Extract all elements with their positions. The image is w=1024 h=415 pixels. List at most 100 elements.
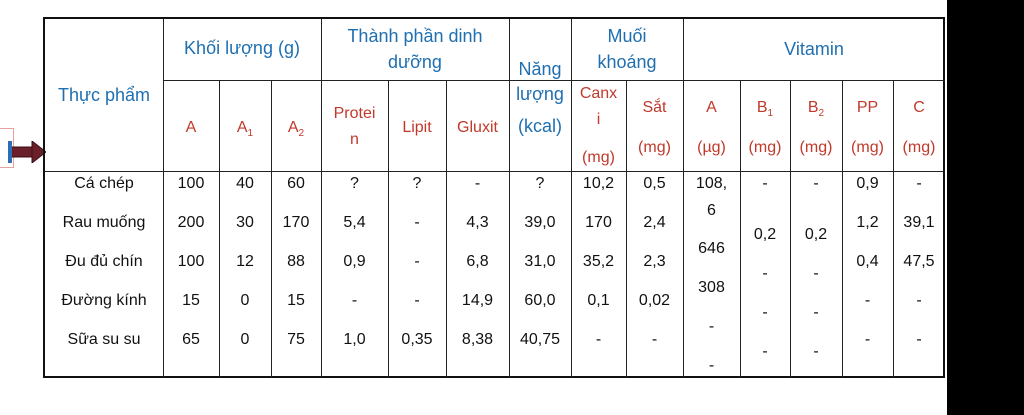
table-cell-c: 39,1 — [903, 214, 935, 231]
header-energy-l3: (kcal) — [518, 116, 562, 136]
table-cell-b2: - — [813, 343, 819, 360]
sub-iron-l1: Sắt — [642, 99, 667, 116]
table-cell-c: - — [916, 175, 922, 192]
sub-vit-b2: B2 — [807, 99, 825, 120]
table-cell-pp: 1,2 — [856, 214, 879, 231]
table-cell-b1: 0,2 — [753, 226, 777, 243]
sub-vit-c-unit: (mg) — [902, 139, 936, 156]
table-cell-iron: 0,02 — [638, 292, 671, 309]
vit-a-value: 646 — [698, 240, 725, 257]
header-vitamin: Vitamin — [784, 39, 844, 59]
table-cell-glucid: 6,8 — [466, 253, 489, 270]
table-cell-a1: 0 — [240, 292, 250, 309]
header-energy-l1: Năng — [518, 59, 562, 79]
table-cell-b1: - — [762, 265, 768, 282]
sub-vit-pp-unit: (mg) — [851, 139, 884, 156]
table-cell-c: - — [916, 292, 922, 309]
table-cell-energy: 31,0 — [524, 253, 556, 270]
table-cell-pp: - — [864, 292, 871, 309]
table-cell-protein: 0,9 — [343, 253, 366, 270]
header-mineral-l1: Muối — [607, 26, 647, 46]
header-line-bottom — [45, 171, 945, 172]
table-cell-calcium: - — [595, 331, 602, 348]
sub-vit-b1-unit: (mg) — [748, 139, 782, 156]
table-cell-lipid: - — [414, 292, 420, 309]
sub-calcium-l1: Canx — [579, 85, 618, 102]
table-cell-protein: 5,4 — [343, 214, 366, 231]
table-cell-a2: 88 — [287, 253, 305, 270]
sub-a1: A1 — [236, 119, 254, 140]
table-cell-glucid: 14,9 — [461, 292, 494, 309]
table-cell-lipid: - — [414, 253, 420, 270]
table-cell-a2: 15 — [287, 292, 305, 309]
nutrition-table: Thực phẩm Khối lượng (g) Thành phần dinh… — [43, 17, 945, 378]
table-cell-b1: - — [762, 304, 768, 321]
table-cell-a1: 40 — [236, 175, 254, 192]
table-cell-lipid: 0,35 — [401, 331, 433, 348]
sub-calcium-l2: i — [596, 111, 601, 128]
row-food-name: Cá chép — [74, 175, 134, 192]
header-energy-l2: lượng — [516, 84, 564, 104]
header-mineral-l2: khoáng — [597, 52, 657, 72]
black-margin — [947, 0, 1024, 415]
table-cell-c: 47,5 — [903, 253, 935, 270]
table-cell-calcium: 170 — [585, 214, 612, 231]
table-cell-pp: 0,9 — [856, 175, 879, 192]
row-food-name: Đu đủ chín — [65, 253, 143, 270]
document-sheet — [0, 0, 947, 415]
table-cell-calcium: 35,2 — [582, 253, 615, 270]
table-cell-energy: 60,0 — [524, 292, 556, 309]
sub-vit-a: A — [706, 99, 717, 116]
sub-vit-b2-unit: (mg) — [799, 139, 833, 156]
table-cell-glucid: 8,38 — [461, 331, 494, 348]
header-food: Thực phẩm — [57, 85, 151, 105]
sub-protein-l2: n — [350, 131, 359, 148]
table-cell-iron: 2,3 — [643, 253, 666, 270]
table-cell-calcium: 0,1 — [587, 292, 610, 309]
table-cell-iron: 0,5 — [643, 175, 666, 192]
table-cell-b2: 0,2 — [804, 226, 828, 243]
sub-a: A — [185, 119, 197, 136]
table-cell-iron: - — [651, 331, 658, 348]
table-cell-energy: 39,0 — [524, 214, 556, 231]
table-cell-a: 100 — [177, 253, 205, 270]
header-line-top — [163, 80, 945, 81]
table-cell-energy: ? — [535, 175, 545, 192]
table-cell-a2: 60 — [287, 175, 305, 192]
header-nutrition-l1: Thành phần dinh — [347, 26, 483, 46]
table-cell-protein: - — [351, 292, 358, 309]
row-food-name: Đường kính — [61, 292, 147, 309]
vit-a-value: 6 — [707, 202, 716, 219]
header-mass: Khối lượng (g) — [184, 38, 300, 58]
table-cell-a: 15 — [182, 292, 200, 309]
table-cell-protein: 1,0 — [343, 331, 366, 348]
sub-glucid: Gluxit — [457, 119, 498, 136]
table-cell-glucid: - — [474, 175, 481, 192]
table-cell-protein: ? — [350, 175, 359, 192]
table-cell-lipid: ? — [412, 175, 422, 192]
table-cell-a2: 75 — [287, 331, 305, 348]
table-cell-b1: - — [762, 175, 768, 192]
vit-a-value: - — [708, 318, 715, 335]
table-cell-energy: 40,75 — [519, 331, 561, 348]
table-cell-calcium: 10,2 — [582, 175, 615, 192]
vit-a-value: - — [708, 357, 715, 374]
sub-vit-a-unit: (µg) — [697, 139, 726, 156]
sub-vit-pp: PP — [856, 99, 879, 116]
table-cell-a1: 0 — [240, 331, 250, 348]
sub-iron-l2: (mg) — [638, 139, 671, 156]
sub-protein-l1: Protei — [333, 105, 376, 122]
table-cell-b2: - — [813, 304, 819, 321]
table-cell-iron: 2,4 — [643, 214, 666, 231]
table-cell-glucid: 4,3 — [466, 214, 489, 231]
row-food-name: Sữa su su — [67, 331, 141, 348]
vit-a-value: 308 — [698, 279, 725, 296]
table-cell-pp: 0,4 — [856, 253, 879, 270]
table-cell-pp: - — [864, 331, 871, 348]
right-arrow-icon — [8, 141, 46, 163]
row-food-name: Rau muống — [62, 214, 146, 231]
vit-a-value: 108, — [695, 175, 728, 192]
table-cell-b1: - — [762, 343, 768, 360]
table-cell-a: 100 — [177, 175, 205, 192]
header-nutrition-l2: dưỡng — [388, 52, 442, 72]
